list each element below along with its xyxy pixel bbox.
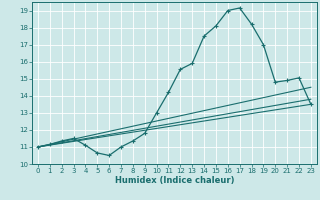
X-axis label: Humidex (Indice chaleur): Humidex (Indice chaleur) <box>115 176 234 185</box>
